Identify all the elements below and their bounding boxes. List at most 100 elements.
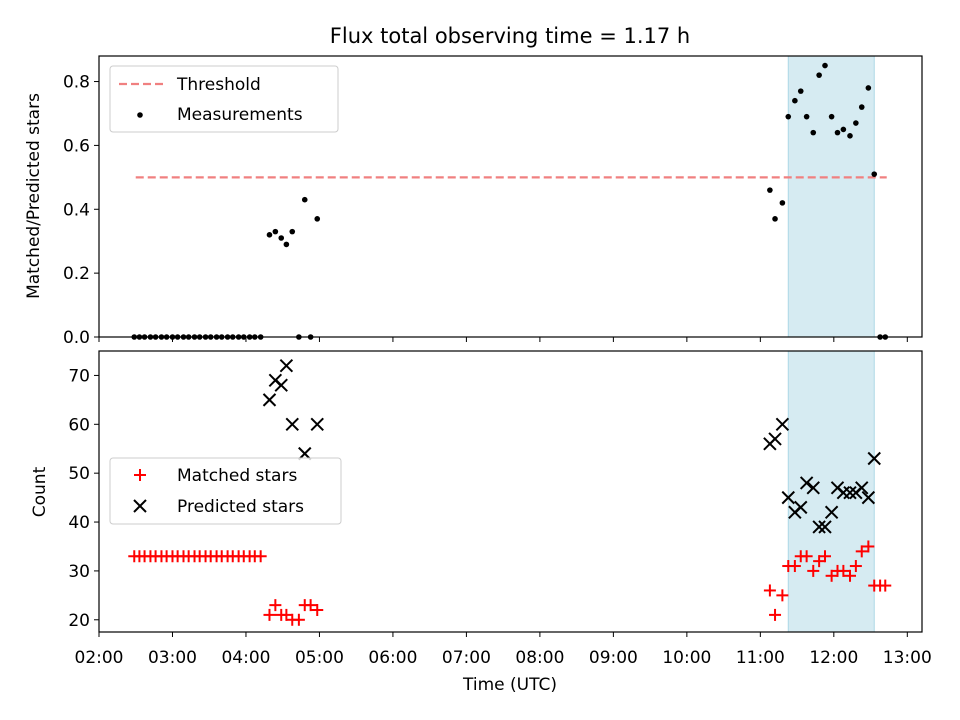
x-tick-label: 10:00 xyxy=(662,648,711,668)
legend-matched-label: Matched stars xyxy=(177,466,297,486)
y-tick-label: 20 xyxy=(68,611,90,631)
matched-stars-point xyxy=(769,608,782,621)
legend-predicted-swatch xyxy=(133,499,147,513)
bottom-legend-box xyxy=(109,457,342,525)
measurement-point xyxy=(283,241,290,248)
x-tick-label: 07:00 xyxy=(442,648,491,668)
measurement-point xyxy=(865,85,872,91)
measurement-point xyxy=(847,133,853,139)
predicted-stars-point xyxy=(794,500,808,515)
legend-measurements-swatch xyxy=(137,112,143,118)
x-tick-label: 11:00 xyxy=(736,648,785,668)
star-count-panel: Count Time (UTC) 20 30 40 50 60 70 02:00 03:00… xyxy=(30,350,932,695)
measurement-point xyxy=(772,216,778,222)
x-axis-label: Time (UTC) xyxy=(462,675,557,695)
measurement-point xyxy=(797,88,804,94)
bottom-legend: Matched stars Predicted stars xyxy=(109,457,342,525)
y-tick-label: 0.2 xyxy=(63,264,90,284)
measurement-point xyxy=(822,62,828,69)
predicted-stars-point xyxy=(768,432,782,446)
y-tick-label: 0.6 xyxy=(63,136,90,156)
measurement-point xyxy=(266,232,273,238)
x-tick-label: 12:00 xyxy=(809,648,858,668)
measurement-point xyxy=(810,129,817,136)
x-tick-label: 03:00 xyxy=(148,648,197,668)
matched-stars-point xyxy=(292,613,305,626)
chart-title: Flux total observing time = 1.17 h xyxy=(330,24,690,48)
bottom-y-axis-label: Count xyxy=(30,466,50,517)
predicted-stars-point xyxy=(262,393,277,407)
predicted-stars-point xyxy=(279,358,294,373)
measurement-point xyxy=(779,200,786,206)
measurement-point xyxy=(853,120,859,126)
measurement-point xyxy=(272,228,279,235)
matched-stars-point xyxy=(776,589,789,602)
legend-measurements-label: Measurements xyxy=(177,105,303,125)
x-tick-label: 04:00 xyxy=(221,648,270,668)
legend-matched-swatch xyxy=(134,469,146,481)
predicted-stars-point xyxy=(781,490,795,505)
predicted-stars-point xyxy=(812,520,826,534)
top-plot-frame xyxy=(98,55,923,338)
x-tick-label: 05:00 xyxy=(295,648,344,668)
matched-stars-point xyxy=(788,560,801,573)
y-tick-label: 70 xyxy=(68,366,90,386)
measurement-point xyxy=(840,126,847,133)
measurement-point xyxy=(767,187,773,193)
measurement-point xyxy=(289,228,296,235)
y-tick-label: 60 xyxy=(68,415,90,435)
matched-stars-point xyxy=(855,545,868,558)
matched-stars-point xyxy=(819,550,832,563)
measurement-point xyxy=(816,72,822,78)
predicted-stars-point xyxy=(818,520,832,534)
matched-stars-point xyxy=(843,569,856,582)
predicted-stars-point xyxy=(824,505,839,519)
predicted-stars-point xyxy=(806,481,820,495)
x-tick-label: 02:00 xyxy=(75,648,124,668)
predicted-stars-point xyxy=(775,417,790,432)
observing-window-band xyxy=(787,350,875,633)
x-tick-label: 09:00 xyxy=(589,648,638,668)
measurement-point xyxy=(301,196,308,203)
predicted-stars-point xyxy=(867,451,881,466)
measurement-point xyxy=(792,97,798,104)
x-tick-label: 13:00 xyxy=(883,648,932,668)
matched-stars-point xyxy=(304,599,317,612)
legend-threshold-label: Threshold xyxy=(176,75,261,95)
y-tick-label: 30 xyxy=(68,562,90,582)
measurement-point xyxy=(828,113,835,120)
legend-predicted-label: Predicted stars xyxy=(177,497,304,517)
predicted-stars-point xyxy=(861,490,876,505)
predicted-stars-point xyxy=(799,476,814,490)
top-legend-box xyxy=(109,65,339,133)
predicted-stars-point xyxy=(310,417,324,432)
matched-stars-point xyxy=(263,608,276,621)
matched-stars-point xyxy=(800,550,813,563)
bottom-plot-frame xyxy=(98,350,923,633)
measurement-point xyxy=(871,171,878,177)
measurement-point xyxy=(858,104,865,110)
matched-stars-point xyxy=(311,604,324,617)
y-tick-label: 0.0 xyxy=(63,328,90,348)
predicted-stars-point xyxy=(285,417,299,432)
y-tick-label: 40 xyxy=(68,513,90,533)
top-y-axis-label: Matched/Predicted stars xyxy=(24,93,44,299)
matched-stars-point xyxy=(862,540,875,553)
measurement-point xyxy=(785,113,792,120)
flux-ratio-panel: Flux total observing time = 1.17 h Match… xyxy=(24,24,923,348)
measurement-point xyxy=(314,216,321,222)
measurement-point xyxy=(803,113,810,120)
predicted-stars-point xyxy=(274,378,288,392)
predicted-stars-point xyxy=(855,481,869,495)
matched-stars-point xyxy=(254,550,267,563)
matched-stars-point xyxy=(807,564,820,577)
measurement-point xyxy=(278,235,285,241)
matched-stars-point xyxy=(849,560,862,573)
matched-stars-point xyxy=(837,564,850,577)
y-tick-label: 50 xyxy=(68,464,90,484)
matched-stars-point xyxy=(269,599,282,612)
x-tick-label: 06:00 xyxy=(368,648,417,668)
matched-stars-point xyxy=(763,584,776,597)
matched-stars-point xyxy=(879,579,892,592)
